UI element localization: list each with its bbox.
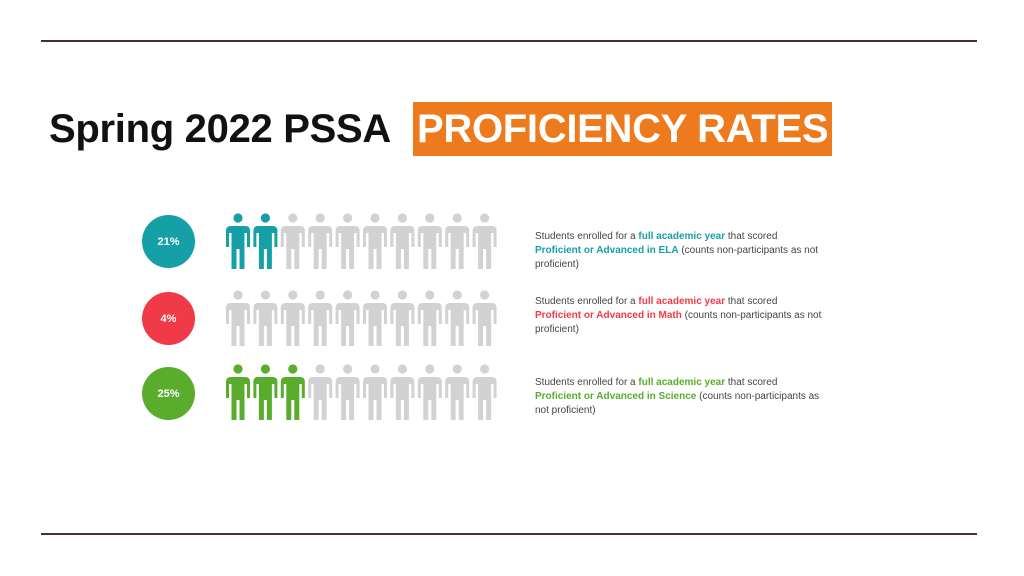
science-percent-circle: 25% <box>142 367 195 420</box>
ela-caption-pre: Students enrolled for a <box>535 231 639 242</box>
highlighted-person-icon <box>280 364 305 420</box>
inactive-person-icon <box>390 213 415 269</box>
science-row: 25% Students enrolled for a full academi… <box>0 360 1024 440</box>
math-percent-label: 4% <box>160 312 177 325</box>
inactive-person-icon <box>226 290 250 346</box>
slide-title: Spring 2022 PSSA PROFICIENCY RATES <box>49 102 833 156</box>
ela-caption-proficient: Proficient or Advanced in ELA <box>535 245 679 256</box>
math-row: 4% Students enrolled for a full academic… <box>0 282 1024 362</box>
bottom-divider <box>41 533 977 535</box>
math-percent-circle: 4% <box>142 292 195 345</box>
inactive-person-icon <box>363 364 387 420</box>
inactive-person-icon <box>445 290 470 346</box>
math-caption: Students enrolled for a full academic ye… <box>535 295 825 337</box>
inactive-person-icon <box>363 290 387 346</box>
highlighted-person-icon <box>253 364 278 420</box>
ela-pictograph <box>226 213 497 269</box>
inactive-person-icon <box>472 290 497 346</box>
math-caption-post: (counts non-participants as not proficie… <box>535 310 822 335</box>
inactive-person-icon <box>280 290 305 346</box>
ela-caption-mid: that scored <box>725 231 778 242</box>
inactive-person-icon <box>335 213 360 269</box>
inactive-person-icon <box>445 213 470 269</box>
inactive-person-icon <box>308 213 333 269</box>
ela-caption-full-year: full academic year <box>638 231 726 242</box>
inactive-person-icon <box>308 290 333 346</box>
highlighted-person-icon <box>253 213 278 269</box>
inactive-person-icon <box>335 290 360 346</box>
math-caption-proficient: Proficient or Advanced in Math <box>535 310 682 321</box>
ela-row: 21% Students enrolled for a full academi… <box>0 205 1024 285</box>
inactive-person-icon <box>417 290 442 346</box>
science-caption: Students enrolled for a full academic ye… <box>535 376 825 418</box>
math-caption-full-year: full academic year <box>638 296 726 307</box>
science-caption-pre: Students enrolled for a <box>535 377 639 388</box>
math-pictograph <box>226 290 497 346</box>
title-main: Spring 2022 PSSA <box>49 106 391 151</box>
inactive-person-icon <box>445 364 470 420</box>
inactive-person-icon <box>417 213 442 269</box>
inactive-person-icon <box>335 364 360 420</box>
ela-percent-circle: 21% <box>142 215 195 268</box>
science-caption-post: (counts non-participants as not proficie… <box>535 391 820 416</box>
inactive-person-icon <box>390 290 415 346</box>
science-percent-label: 25% <box>157 387 180 400</box>
math-caption-pre: Students enrolled for a <box>535 296 639 307</box>
math-caption-mid: that scored <box>725 296 778 307</box>
science-pictograph <box>226 364 497 420</box>
science-caption-full-year: full academic year <box>638 377 726 388</box>
science-caption-mid: that scored <box>725 377 778 388</box>
inactive-person-icon <box>472 213 497 269</box>
inactive-person-icon <box>472 364 497 420</box>
highlighted-person-icon <box>226 213 250 269</box>
inactive-person-icon <box>417 364 442 420</box>
inactive-person-icon <box>390 364 415 420</box>
ela-caption: Students enrolled for a full academic ye… <box>535 230 825 272</box>
ela-percent-label: 21% <box>157 235 180 248</box>
title-badge: PROFICIENCY RATES <box>413 102 833 156</box>
inactive-person-icon <box>253 290 278 346</box>
inactive-person-icon <box>308 364 333 420</box>
inactive-person-icon <box>363 213 387 269</box>
ela-caption-post: (counts non-participants as not proficie… <box>535 245 819 270</box>
top-divider <box>41 40 977 42</box>
inactive-person-icon <box>280 213 305 269</box>
highlighted-person-icon <box>226 364 250 420</box>
science-caption-proficient: Proficient or Advanced in Science <box>535 391 697 402</box>
